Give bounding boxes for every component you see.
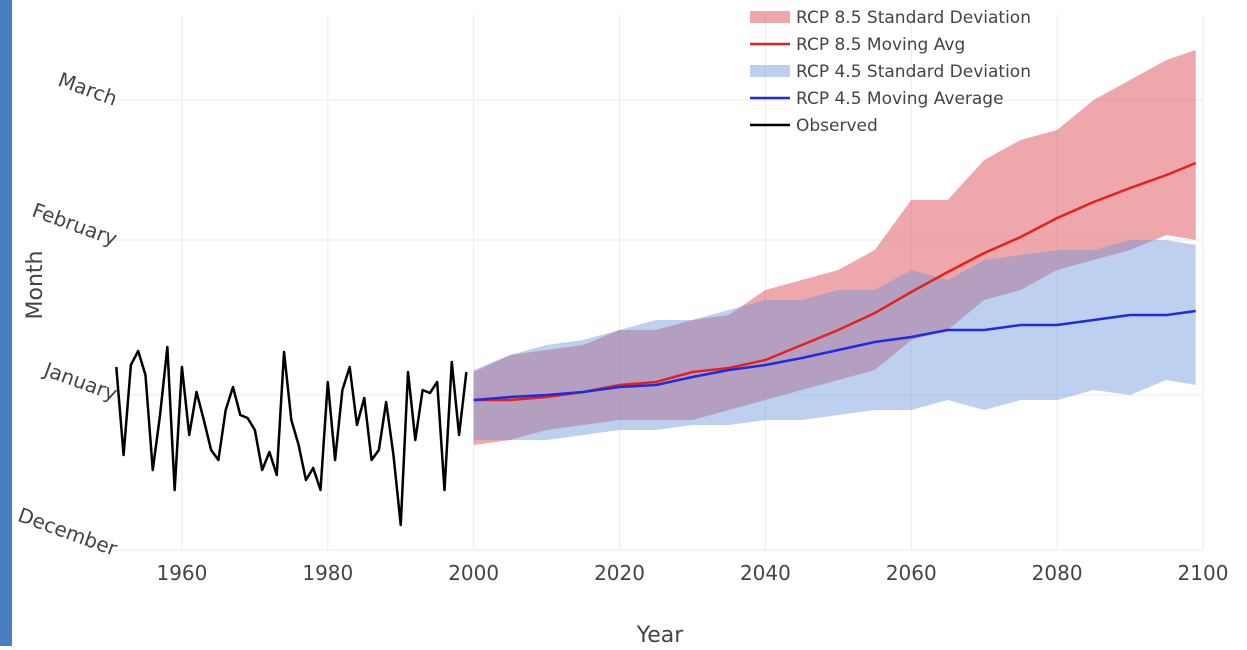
legend-label: RCP 8.5 Standard Deviation	[796, 8, 1031, 28]
x-tick-label: 2020	[594, 561, 645, 585]
x-tick-label: 2100	[1178, 561, 1229, 585]
plot	[116, 50, 1195, 525]
line	[116, 347, 466, 525]
legend-item: RCP 8.5 Moving Avg	[750, 35, 965, 55]
x-tick-label: 1980	[302, 561, 353, 585]
legend-label: RCP 4.5 Moving Average	[796, 89, 1004, 109]
chart: 1960 1980 2000 2020 2040 2060 2080 2100 December…	[0, 0, 1247, 646]
x-tick-label: 2060	[886, 561, 937, 585]
legend-item: Observed	[750, 116, 878, 136]
side-strip	[0, 0, 12, 646]
x-tick-label: 2040	[740, 561, 791, 585]
y-tick-label: January	[39, 357, 120, 406]
y-tick-label: December	[15, 503, 121, 561]
band	[474, 240, 1196, 440]
legend-label: Observed	[796, 116, 878, 136]
legend-item: RCP 4.5 Standard Deviation	[750, 62, 1031, 82]
legend-item: RCP 4.5 Moving Average	[750, 89, 1004, 109]
y-tick-label: February	[29, 198, 121, 251]
y-axis-title: Month	[23, 251, 48, 320]
x-axis-title: Year	[636, 623, 685, 646]
y-tick-label: March	[55, 67, 121, 110]
x-tick-label: 2000	[448, 561, 499, 585]
x-tick-label: 1960	[156, 561, 207, 585]
legend-label: RCP 4.5 Standard Deviation	[796, 62, 1031, 82]
page: 1960 1980 2000 2020 2040 2060 2080 2100 December…	[0, 0, 1247, 650]
legend-label: RCP 8.5 Moving Avg	[796, 35, 965, 55]
legend-item: RCP 8.5 Standard Deviation	[750, 8, 1031, 28]
x-tick-label: 2080	[1032, 561, 1083, 585]
